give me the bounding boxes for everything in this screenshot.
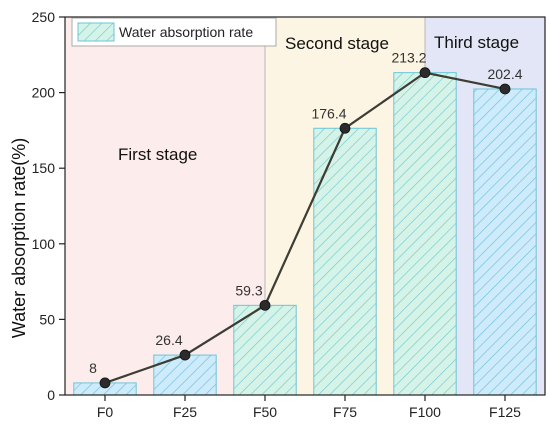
y-tick-label: 150	[32, 160, 56, 176]
data-label-F100: 213.2	[391, 50, 426, 66]
x-tick-label-F100: F100	[409, 404, 441, 420]
y-tick-label: 50	[39, 311, 55, 327]
legend-swatch	[77, 22, 115, 42]
x-tick-label-F0: F0	[97, 404, 114, 420]
point-F100	[419, 67, 431, 79]
x-tick-label-F125: F125	[489, 404, 521, 420]
data-label-F125: 202.4	[487, 66, 522, 82]
bar-F100	[393, 72, 457, 396]
bar-F25	[153, 354, 217, 396]
bar-F50	[233, 304, 297, 396]
x-tick-label-F75: F75	[333, 404, 357, 420]
plot-frame	[64, 16, 546, 396]
point-F75	[339, 122, 351, 134]
data-label-F0: 8	[89, 360, 97, 376]
stage-label-2: Second stage	[285, 34, 389, 53]
x-axis: F0 F25 F50 F75 F100 F125	[97, 395, 521, 420]
data-label-F50: 59.3	[235, 282, 262, 298]
data-label-F75: 176.4	[311, 105, 346, 121]
stage-backgrounds: First stage Second stage Third stage	[65, 17, 545, 395]
x-tick-label-F25: F25	[173, 404, 197, 420]
point-F125	[499, 83, 511, 95]
point-F50	[259, 299, 271, 311]
legend-label: Water absorption rate	[119, 24, 253, 40]
data-labels: 8 26.4 59.3 176.4 213.2 202.4	[89, 50, 523, 376]
point-F0	[99, 377, 111, 389]
point-F25	[179, 349, 191, 361]
legend: Water absorption rate	[71, 17, 277, 47]
y-axis-title: Water absorption rate(%)	[9, 138, 29, 338]
bar-F125	[473, 88, 537, 396]
y-axis: 0 50 100 150 200 250	[32, 9, 65, 403]
data-label-F25: 26.4	[155, 332, 182, 348]
y-tick-label: 200	[32, 85, 56, 101]
stage-region-1	[65, 17, 265, 395]
bar-F75	[313, 127, 377, 396]
line-series	[99, 67, 511, 389]
y-tick-label: 250	[32, 9, 56, 25]
y-tick-label: 0	[47, 387, 55, 403]
y-tick-label: 100	[32, 236, 56, 252]
stage-label-1: First stage	[118, 145, 197, 164]
x-tick-label-F50: F50	[253, 404, 277, 420]
stage-label-3: Third stage	[434, 33, 519, 52]
series-line	[104, 71, 506, 384]
